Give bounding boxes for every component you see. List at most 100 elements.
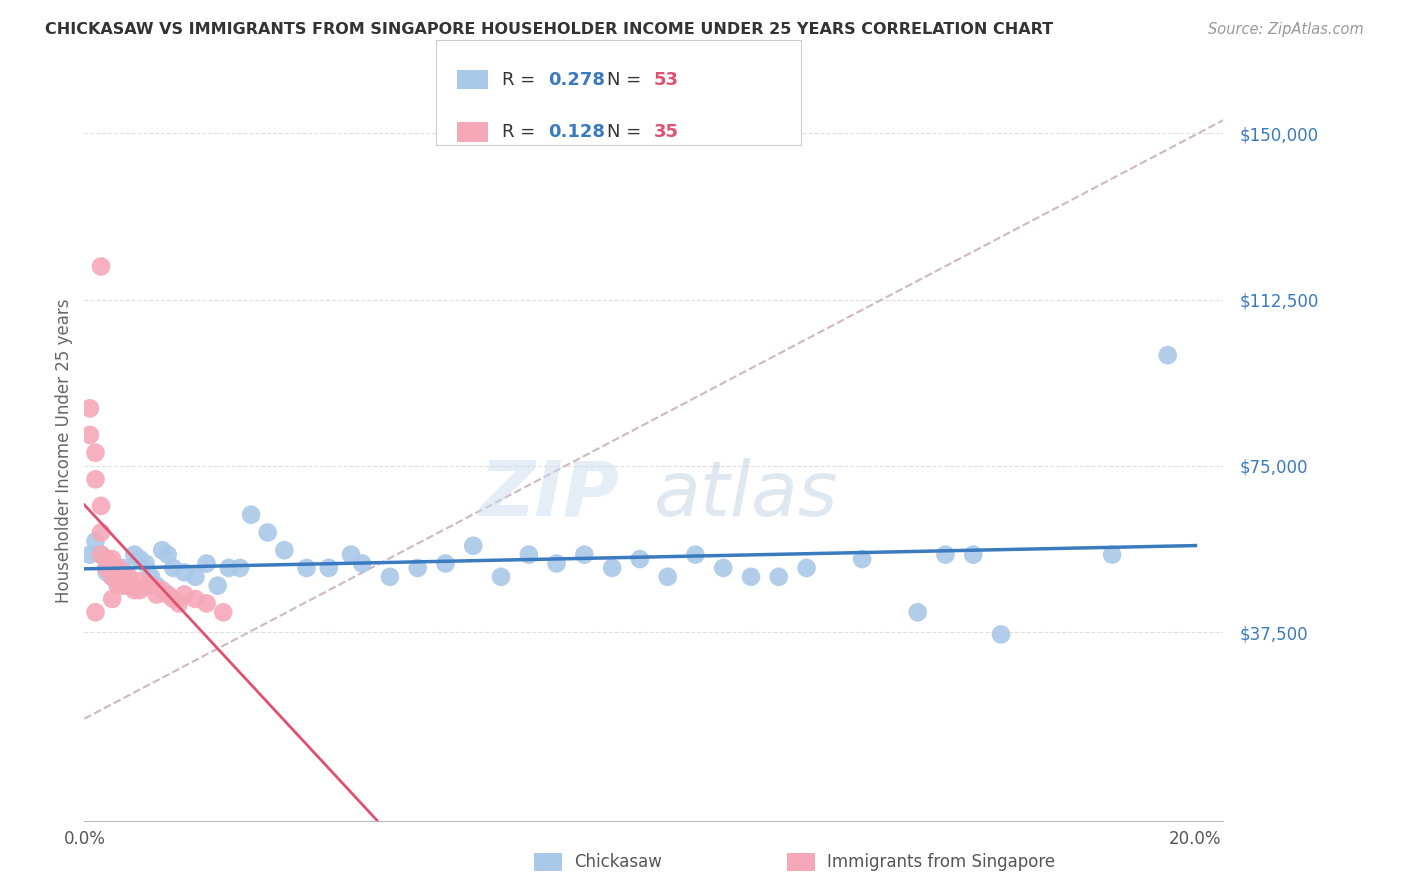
Point [145,588,167,602]
Point [112,566,135,580]
Point [352,557,374,571]
Point [711,561,734,575]
Point [96,552,118,566]
Text: R =: R = [502,70,541,88]
Point [107,574,129,589]
Text: N =: N = [607,70,647,88]
Point [90,260,112,274]
Text: 35: 35 [654,123,679,141]
Point [1101,548,1123,562]
Text: R =: R = [502,123,541,141]
Point [229,561,252,575]
Point [90,525,112,540]
Point [90,548,112,562]
Point [434,557,457,571]
Point [118,570,141,584]
Point [685,548,707,562]
Point [101,552,124,566]
Point [489,570,512,584]
Point [139,570,162,584]
Point [1156,348,1178,362]
Point [145,579,167,593]
Point [378,570,401,584]
Point [173,588,195,602]
Point [162,561,184,575]
Point [962,548,984,562]
Point [907,605,929,619]
Point [162,591,184,606]
Point [195,557,218,571]
Point [207,579,229,593]
Text: Immigrants from Singapore: Immigrants from Singapore [827,853,1054,871]
Point [740,570,762,584]
Point [134,579,156,593]
Point [406,561,429,575]
Point [768,570,790,584]
Point [628,552,651,566]
Point [150,583,173,598]
Point [295,561,318,575]
Text: CHICKASAW VS IMMIGRANTS FROM SINGAPORE HOUSEHOLDER INCOME UNDER 25 YEARS CORRELA: CHICKASAW VS IMMIGRANTS FROM SINGAPORE H… [45,22,1053,37]
Point [84,472,107,486]
Point [184,570,207,584]
Point [150,543,173,558]
Text: 0.278: 0.278 [548,70,606,88]
Point [112,579,135,593]
Text: 0.128: 0.128 [548,123,606,141]
Point [90,499,112,513]
Point [101,570,124,584]
Point [990,627,1012,641]
Point [184,591,207,606]
Point [129,583,152,598]
Point [96,566,118,580]
Point [79,401,101,416]
Point [96,561,118,575]
Text: Source: ZipAtlas.com: Source: ZipAtlas.com [1208,22,1364,37]
Point [124,583,146,598]
Point [256,525,278,540]
Point [156,588,179,602]
Point [195,596,218,610]
Point [84,605,107,619]
Point [273,543,295,558]
Point [107,579,129,593]
Point [90,548,112,562]
Point [240,508,263,522]
Y-axis label: Householder Income Under 25 years: Householder Income Under 25 years [55,298,73,603]
Point [112,561,135,575]
Point [212,605,235,619]
Point [600,561,623,575]
Point [934,548,956,562]
Text: 53: 53 [654,70,679,88]
Point [167,596,190,610]
Point [84,534,107,549]
Text: atlas: atlas [654,458,838,532]
Point [101,566,124,580]
Point [129,552,152,566]
Point [84,445,107,459]
Point [796,561,818,575]
Point [173,566,195,580]
Point [318,561,340,575]
Point [574,548,596,562]
Point [156,548,179,562]
Point [657,570,679,584]
Point [340,548,363,562]
Point [107,561,129,575]
Point [851,552,873,566]
Point [218,561,240,575]
Text: N =: N = [607,123,647,141]
Point [546,557,568,571]
Point [134,557,156,571]
Text: ZIP: ZIP [479,458,620,532]
Point [139,579,162,593]
Point [118,579,141,593]
Text: Chickasaw: Chickasaw [574,853,662,871]
Point [79,548,101,562]
Point [463,539,485,553]
Point [79,428,101,442]
Point [124,548,146,562]
Point [129,574,152,589]
Point [101,570,124,584]
Point [101,591,124,606]
